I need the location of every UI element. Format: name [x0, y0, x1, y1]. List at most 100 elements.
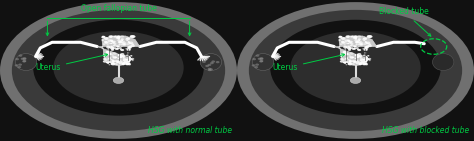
Circle shape [128, 64, 131, 65]
Circle shape [255, 64, 259, 66]
Circle shape [132, 44, 134, 45]
Circle shape [255, 55, 259, 57]
Circle shape [339, 43, 343, 45]
Circle shape [117, 36, 121, 38]
Circle shape [355, 36, 357, 37]
Circle shape [23, 57, 27, 60]
Circle shape [349, 47, 353, 49]
Circle shape [352, 60, 356, 62]
Circle shape [115, 57, 118, 58]
Circle shape [130, 55, 131, 56]
Circle shape [128, 46, 132, 49]
Circle shape [121, 61, 123, 63]
Circle shape [365, 64, 368, 65]
Circle shape [364, 46, 368, 48]
Circle shape [118, 44, 120, 45]
Circle shape [356, 60, 359, 61]
Circle shape [346, 39, 350, 41]
Circle shape [345, 39, 348, 42]
Circle shape [357, 41, 361, 43]
Circle shape [365, 45, 370, 48]
Circle shape [354, 46, 356, 47]
Circle shape [358, 61, 360, 63]
Circle shape [115, 60, 119, 62]
Circle shape [363, 40, 365, 41]
Circle shape [345, 63, 346, 64]
Circle shape [126, 60, 130, 63]
Circle shape [340, 55, 343, 57]
Circle shape [112, 47, 116, 49]
Circle shape [348, 63, 352, 65]
Circle shape [359, 57, 362, 58]
Circle shape [116, 45, 118, 47]
Circle shape [349, 52, 354, 55]
Circle shape [122, 41, 125, 42]
Circle shape [346, 35, 350, 38]
Circle shape [132, 60, 134, 61]
Circle shape [110, 46, 113, 47]
Circle shape [101, 36, 106, 39]
Circle shape [349, 42, 352, 44]
Circle shape [365, 41, 366, 42]
Circle shape [365, 57, 368, 59]
Circle shape [119, 47, 120, 48]
Circle shape [119, 60, 122, 62]
Circle shape [358, 40, 360, 41]
Circle shape [111, 63, 112, 64]
Circle shape [355, 38, 357, 40]
Circle shape [342, 55, 344, 56]
Circle shape [355, 46, 357, 47]
Circle shape [365, 58, 366, 59]
Polygon shape [97, 36, 140, 66]
Circle shape [364, 58, 369, 60]
Circle shape [22, 60, 26, 62]
Circle shape [348, 46, 351, 47]
Circle shape [358, 42, 363, 44]
Circle shape [108, 54, 109, 55]
Circle shape [350, 45, 353, 46]
Circle shape [126, 55, 129, 57]
Circle shape [109, 47, 110, 48]
Circle shape [203, 56, 207, 58]
Circle shape [360, 58, 364, 61]
Circle shape [211, 60, 215, 63]
Circle shape [115, 48, 118, 50]
Circle shape [355, 41, 356, 42]
Circle shape [368, 35, 373, 38]
Circle shape [208, 68, 211, 70]
Circle shape [117, 46, 119, 47]
Circle shape [119, 48, 122, 49]
Circle shape [366, 45, 369, 47]
Circle shape [120, 41, 124, 43]
Circle shape [347, 47, 351, 49]
Circle shape [354, 36, 358, 38]
Circle shape [123, 60, 124, 61]
Circle shape [126, 55, 127, 56]
Circle shape [112, 36, 115, 38]
Circle shape [340, 60, 344, 63]
Circle shape [351, 43, 354, 45]
Circle shape [112, 55, 114, 57]
Circle shape [111, 46, 114, 47]
Circle shape [348, 62, 352, 64]
Circle shape [104, 37, 109, 40]
Circle shape [356, 47, 357, 48]
Circle shape [108, 58, 111, 60]
Circle shape [119, 55, 123, 58]
Text: HSG with blocked tube: HSG with blocked tube [382, 126, 469, 135]
Circle shape [103, 58, 106, 60]
Circle shape [120, 49, 124, 51]
Circle shape [366, 36, 371, 38]
Circle shape [368, 45, 372, 47]
Circle shape [353, 37, 357, 39]
Circle shape [355, 47, 357, 49]
Circle shape [362, 59, 365, 61]
Circle shape [118, 41, 119, 42]
Circle shape [360, 61, 365, 64]
Circle shape [362, 48, 365, 49]
Circle shape [18, 66, 21, 68]
Circle shape [118, 58, 119, 59]
Circle shape [123, 57, 125, 59]
Circle shape [363, 43, 366, 45]
Circle shape [357, 44, 359, 45]
